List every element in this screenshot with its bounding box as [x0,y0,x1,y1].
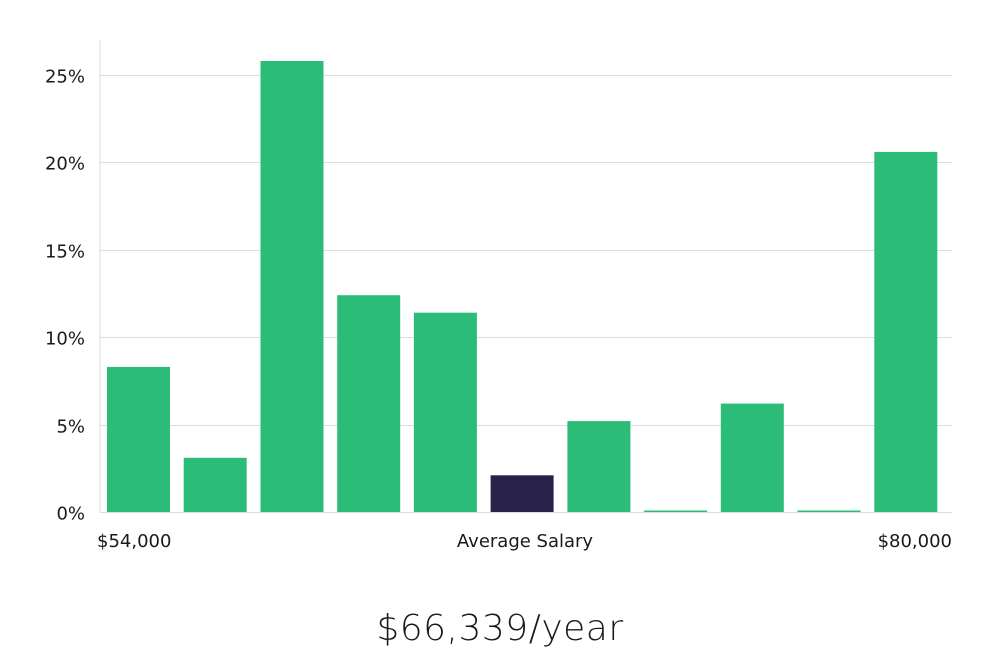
bar [337,295,401,512]
bar [413,312,477,512]
x-axis-title: Average Salary [457,531,594,552]
x-axis-max-label: $80,000 [878,531,952,552]
y-axis-tick-labels: 0% 5% 10% 15% 20% 25% [45,67,85,525]
bar [107,366,170,512]
bar [720,403,784,512]
y-tick-label: 10% [45,329,85,350]
salary-histogram-chart: 0%5%10%15%20%25% $54,000 Average Salary … [45,40,952,552]
bar [183,457,247,512]
y-tick-label: 15% [45,242,85,263]
y-tick-label: 0% [56,504,85,525]
x-axis-min-label: $54,000 [97,531,171,552]
bars [107,61,938,512]
bar [874,151,938,512]
bar [260,61,324,512]
bar-highlighted [490,475,554,512]
bar [797,510,861,512]
y-tick-label: 5% [56,417,85,438]
average-salary-value: $66,339/year [376,608,624,649]
y-tick-label: 25% [45,67,85,88]
bar [644,510,708,512]
gridlines [100,75,952,513]
y-tick-label: 20% [45,154,85,175]
bar [567,421,631,512]
